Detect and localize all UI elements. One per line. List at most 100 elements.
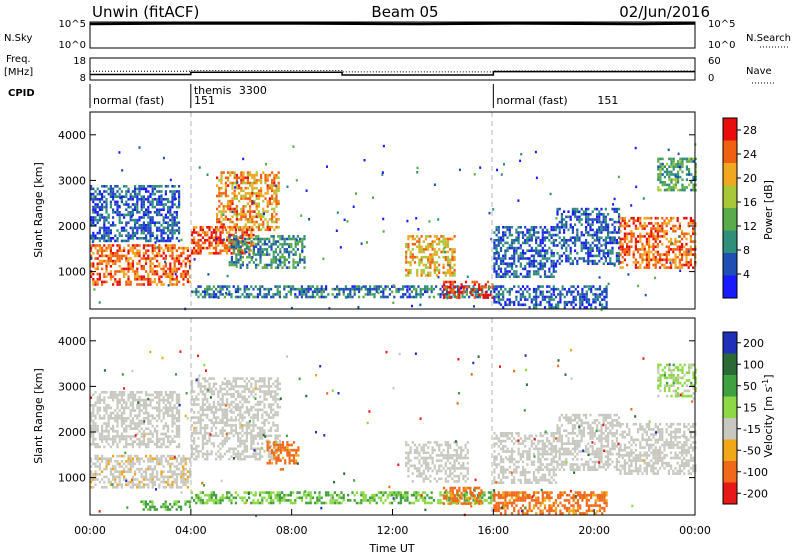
heatmap-cell [690, 173, 693, 176]
heatmap-cell [543, 252, 547, 255]
heatmap-cell [679, 168, 682, 171]
heatmap-cell [508, 246, 511, 250]
heatmap-cell [590, 287, 593, 291]
heatmap-cell [131, 270, 134, 273]
heatmap-cell [153, 257, 156, 260]
heatmap-cell [138, 460, 141, 463]
heatmap-cell [569, 223, 572, 226]
heatmap-cell [220, 179, 223, 182]
heatmap-cell [556, 252, 559, 255]
heatmap-cell [576, 231, 579, 234]
heatmap-cell [296, 248, 299, 251]
heatmap-cell [615, 257, 618, 260]
heatmap-cell [274, 255, 277, 259]
colorbar-swatch [723, 208, 737, 231]
heatmap-cell [422, 248, 425, 251]
heatmap-cell [221, 226, 224, 229]
heatmap-cell [160, 475, 163, 479]
heatmap-cell [641, 245, 644, 249]
heatmap-cell [692, 188, 695, 192]
heatmap-cell [160, 185, 163, 188]
heatmap-cell [101, 427, 104, 430]
heatmap-cell [96, 244, 99, 247]
heatmap-cell [421, 287, 424, 291]
heatmap-cell [114, 480, 117, 484]
heatmap-cell [273, 192, 276, 195]
heatmap-cell [392, 284, 395, 287]
heatmap-cell [234, 186, 237, 189]
heatmap-cell [609, 257, 612, 260]
heatmap-cell [502, 244, 505, 247]
heatmap-cell [589, 249, 592, 252]
heatmap-cell [309, 285, 312, 288]
heatmap-cell [129, 460, 132, 463]
heatmap-cell [215, 287, 218, 291]
heatmap-cell [199, 233, 202, 237]
heatmap-cell [90, 224, 93, 227]
heatmap-cell [639, 263, 642, 267]
heatmap-cell [641, 248, 644, 251]
heatmap-cell [101, 234, 104, 237]
heatmap-cell [123, 411, 126, 415]
heatmap-cell [109, 224, 112, 227]
heatmap-cell [149, 432, 152, 436]
heatmap-cell [623, 235, 626, 238]
heatmap-cell [204, 241, 207, 245]
heatmap-cell [109, 473, 112, 476]
heatmap-cell [149, 200, 152, 204]
heatmap-cell [112, 424, 115, 428]
heatmap-cell [679, 157, 682, 161]
heatmap-cell [221, 239, 224, 242]
heatmap-cell [535, 270, 538, 273]
heatmap-cell [458, 296, 461, 299]
heatmap-cell [271, 225, 274, 229]
heatmap-cell [175, 401, 178, 404]
heatmap-cell [685, 157, 688, 161]
heatmap-cell [217, 290, 220, 294]
heatmap-cell [677, 175, 680, 179]
heatmap-cell [266, 189, 269, 193]
heatmap-cell [513, 262, 516, 265]
heatmap-cell [554, 262, 558, 265]
heatmap-cell [648, 235, 651, 238]
heatmap-cell [169, 443, 172, 446]
heatmap-cell [123, 391, 126, 394]
heatmap-cell [131, 229, 134, 232]
heatmap-cell [478, 283, 481, 286]
heatmap-cell [449, 261, 452, 264]
heatmap-cell [262, 210, 265, 213]
heatmap-cell [621, 219, 624, 223]
heatmap-cell [142, 411, 145, 415]
heatmap-cell [591, 236, 594, 239]
heatmap-cell [198, 166, 201, 169]
heatmap-cell [240, 215, 243, 219]
heatmap-cell [604, 246, 607, 250]
heatmap-cell [449, 271, 452, 275]
power-colorbar-swatches [723, 118, 737, 298]
heatmap-cell [598, 285, 602, 288]
heatmap-cell [623, 219, 626, 223]
heatmap-cell [92, 411, 95, 415]
heatmap-cell [103, 190, 106, 193]
heatmap-cell [569, 252, 572, 255]
heatmap-cell [637, 261, 640, 264]
heatmap-cell [136, 283, 139, 286]
heatmap-cell [548, 298, 551, 301]
heatmap-cell [162, 417, 165, 420]
heatmap-cell [578, 220, 581, 224]
heatmap-cell [550, 303, 553, 307]
heatmap-cell [266, 199, 269, 203]
heatmap-cell [127, 278, 130, 281]
heatmap-cell [193, 403, 196, 406]
heatmap-cell [630, 204, 633, 207]
heatmap-cell [118, 257, 121, 260]
heatmap-cell [427, 261, 430, 264]
heatmap-cell [193, 421, 196, 425]
heatmap-cell [303, 287, 306, 291]
heatmap-cell [166, 505, 169, 509]
heatmap-cell [627, 273, 630, 276]
heatmap-cell [131, 267, 134, 271]
heatmap-cell [504, 303, 507, 307]
heatmap-cell [528, 265, 531, 268]
heatmap-cell [554, 265, 558, 268]
